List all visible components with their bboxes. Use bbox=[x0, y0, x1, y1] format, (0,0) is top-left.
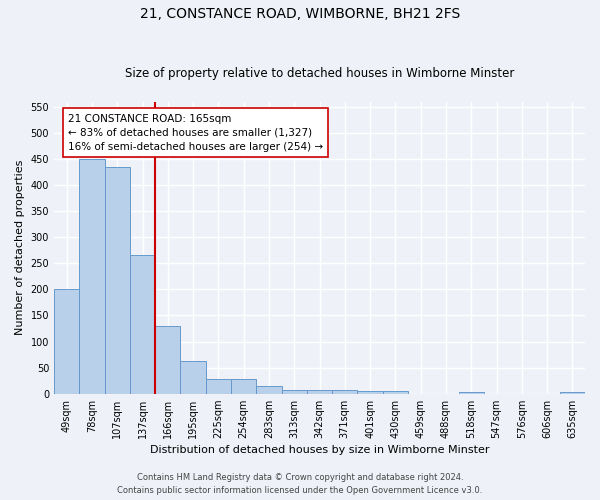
Bar bbox=[358, 391, 383, 394]
Text: 21, CONSTANCE ROAD, WIMBORNE, BH21 2FS: 21, CONSTANCE ROAD, WIMBORNE, BH21 2FS bbox=[140, 8, 460, 22]
X-axis label: Distribution of detached houses by size in Wimborne Minster: Distribution of detached houses by size … bbox=[150, 445, 489, 455]
Text: Contains HM Land Registry data © Crown copyright and database right 2024.
Contai: Contains HM Land Registry data © Crown c… bbox=[118, 474, 482, 495]
Bar bbox=[130, 256, 155, 394]
Title: Size of property relative to detached houses in Wimborne Minster: Size of property relative to detached ho… bbox=[125, 66, 514, 80]
Bar bbox=[458, 392, 484, 394]
Bar bbox=[181, 362, 206, 394]
Bar bbox=[79, 159, 104, 394]
Bar bbox=[155, 326, 181, 394]
Text: 21 CONSTANCE ROAD: 165sqm
← 83% of detached houses are smaller (1,327)
16% of se: 21 CONSTANCE ROAD: 165sqm ← 83% of detac… bbox=[68, 114, 323, 152]
Bar bbox=[307, 390, 332, 394]
Bar bbox=[560, 392, 585, 394]
Bar bbox=[332, 390, 358, 394]
Y-axis label: Number of detached properties: Number of detached properties bbox=[15, 160, 25, 336]
Bar bbox=[256, 386, 281, 394]
Bar bbox=[54, 290, 79, 394]
Bar bbox=[104, 166, 130, 394]
Bar bbox=[383, 391, 408, 394]
Bar bbox=[281, 390, 307, 394]
Bar bbox=[231, 379, 256, 394]
Bar bbox=[206, 379, 231, 394]
